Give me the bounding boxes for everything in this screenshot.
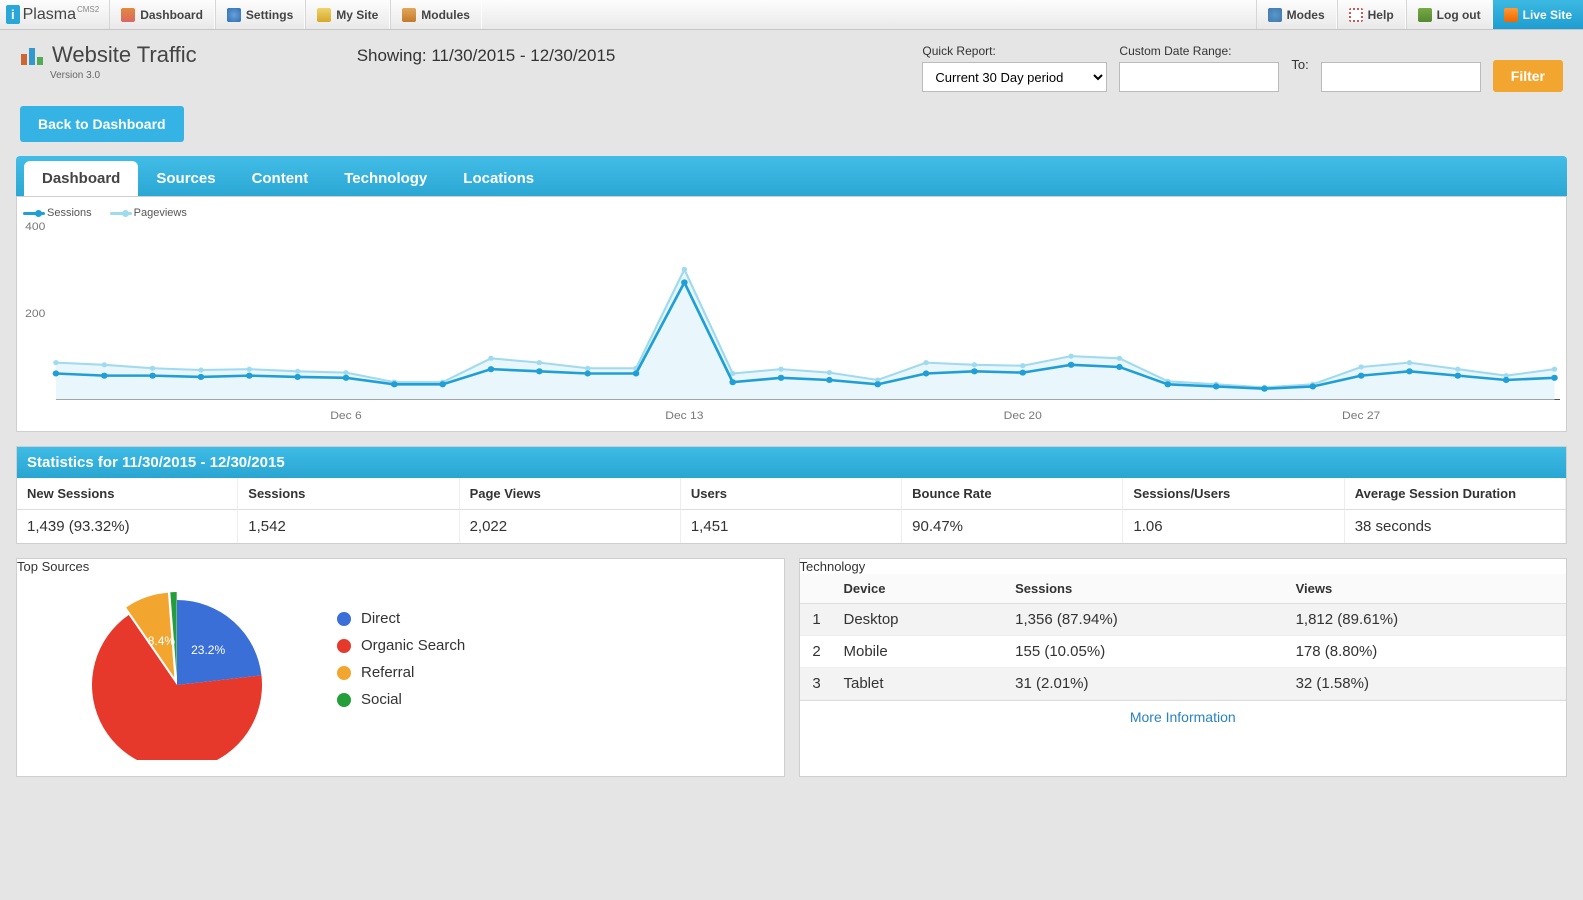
svg-text:200: 200 xyxy=(25,307,46,320)
barchart-icon xyxy=(20,44,44,66)
logout-icon xyxy=(1418,8,1432,22)
stats-header: Bounce Rate xyxy=(902,478,1123,510)
statistics-panel: Statistics for 11/30/2015 - 12/30/2015 N… xyxy=(16,446,1567,544)
stats-value: 38 seconds xyxy=(1345,510,1566,543)
help-icon xyxy=(1349,8,1363,22)
tab-technology[interactable]: Technology xyxy=(326,161,445,196)
brand-text: Plasma xyxy=(23,6,76,24)
modes-icon xyxy=(1268,8,1282,22)
pie-legend-social[interactable]: Social xyxy=(337,691,465,708)
table-row[interactable]: 2Mobile155 (10.05%)178 (8.80%) xyxy=(800,636,1567,668)
svg-text:Dec 6: Dec 6 xyxy=(330,409,362,422)
pencil-icon xyxy=(317,8,331,22)
stats-value: 1.06 xyxy=(1123,510,1344,543)
brand-logo[interactable]: i Plasma CMS2 xyxy=(0,0,109,29)
pie-legend: Direct Organic Search Referral Social xyxy=(307,590,465,760)
svg-text:8.4%: 8.4% xyxy=(148,634,176,648)
svg-text:23.2%: 23.2% xyxy=(191,643,225,657)
legend-pageviews[interactable]: Pageviews xyxy=(110,207,187,219)
technology-table: DeviceSessionsViews1Desktop1,356 (87.94%… xyxy=(800,574,1567,700)
sources-pie-chart: 23.2% 8.4% xyxy=(27,590,307,760)
table-row[interactable]: 1Desktop1,356 (87.94%)1,812 (89.61%) xyxy=(800,604,1567,636)
pie-legend-referral[interactable]: Referral xyxy=(337,664,465,681)
svg-text:400: 400 xyxy=(25,221,46,233)
page-title: Website Traffic xyxy=(52,42,197,68)
nav-my-site[interactable]: My Site xyxy=(305,0,390,29)
legend-sessions[interactable]: Sessions xyxy=(23,207,92,219)
nav-live-site[interactable]: Live Site xyxy=(1493,0,1583,29)
technology-title: Technology xyxy=(800,559,1567,574)
stats-value: 1,451 xyxy=(681,510,902,543)
top-sources-panel: Top Sources 23.2% 8.4% Direct Organic Sear… xyxy=(16,558,785,777)
version-label: Version 3.0 xyxy=(50,70,197,81)
date-from-input[interactable] xyxy=(1119,62,1279,92)
pie-legend-organic-search[interactable]: Organic Search xyxy=(337,637,465,654)
quick-report-select[interactable]: Current 30 Day period xyxy=(922,62,1107,92)
technology-panel: Technology DeviceSessionsViews1Desktop1,… xyxy=(799,558,1568,777)
statistics-table: New SessionsSessionsPage ViewsUsersBounc… xyxy=(17,478,1566,543)
table-row[interactable]: 3Tablet31 (2.01%)32 (1.58%) xyxy=(800,668,1567,700)
page-header: Website Traffic Version 3.0 Showing: 11/… xyxy=(0,30,1583,100)
stats-header: New Sessions xyxy=(17,478,238,510)
home-icon xyxy=(1504,8,1518,22)
tech-header: Views xyxy=(1286,574,1566,604)
gear-icon xyxy=(227,8,241,22)
nav-settings[interactable]: Settings xyxy=(215,0,305,29)
filter-button[interactable]: Filter xyxy=(1493,60,1563,92)
nav-help[interactable]: Help xyxy=(1337,0,1406,29)
stats-header: Average Session Duration xyxy=(1345,478,1566,510)
nav-dashboard[interactable]: Dashboard xyxy=(109,0,215,29)
tech-header: Sessions xyxy=(1005,574,1285,604)
stats-header: Sessions xyxy=(238,478,459,510)
stats-value: 2,022 xyxy=(460,510,681,543)
top-navbar: i Plasma CMS2 Dashboard Settings My Site… xyxy=(0,0,1583,30)
svg-text:Dec 27: Dec 27 xyxy=(1342,409,1380,422)
svg-text:Dec 13: Dec 13 xyxy=(665,409,703,422)
to-label: To: xyxy=(1291,57,1308,78)
traffic-chart-card: Sessions Pageviews 200 400 Dec 6 Dec 13 Dec 2… xyxy=(16,196,1567,432)
statistics-title: Statistics for 11/30/2015 - 12/30/2015 xyxy=(17,447,1566,478)
stats-value: 90.47% xyxy=(902,510,1123,543)
brand-sup: CMS2 xyxy=(77,5,99,14)
tech-header: Device xyxy=(834,574,1006,604)
tab-content[interactable]: Content xyxy=(234,161,327,196)
dashboard-icon xyxy=(121,8,135,22)
back-to-dashboard-button[interactable]: Back to Dashboard xyxy=(20,106,184,142)
tech-header xyxy=(800,574,834,604)
tab-locations[interactable]: Locations xyxy=(445,161,552,196)
stats-header: Sessions/Users xyxy=(1123,478,1344,510)
stats-header: Page Views xyxy=(460,478,681,510)
tab-sources[interactable]: Sources xyxy=(138,161,233,196)
custom-range-label: Custom Date Range: xyxy=(1119,44,1279,58)
nav-logout[interactable]: Log out xyxy=(1406,0,1493,29)
pie-legend-direct[interactable]: Direct xyxy=(337,610,465,627)
stats-header: Users xyxy=(681,478,902,510)
stats-value: 1,542 xyxy=(238,510,459,543)
nav-modules[interactable]: Modules xyxy=(390,0,482,29)
chart-legend: Sessions Pageviews xyxy=(17,197,1566,221)
more-information-link[interactable]: More Information xyxy=(800,700,1567,733)
traffic-line-chart: 200 400 Dec 6 Dec 13 Dec 20 Dec 27 xyxy=(23,221,1560,425)
quick-report-label: Quick Report: xyxy=(922,44,1107,58)
date-to-input[interactable] xyxy=(1321,62,1481,92)
top-sources-title: Top Sources xyxy=(17,559,784,574)
box-icon xyxy=(402,8,416,22)
nav-modes[interactable]: Modes xyxy=(1256,0,1337,29)
date-range-showing: Showing: 11/30/2015 - 12/30/2015 xyxy=(357,42,616,66)
tab-dashboard[interactable]: Dashboard xyxy=(24,161,138,196)
stats-value: 1,439 (93.32%) xyxy=(17,510,238,543)
dashboard-tabs: DashboardSourcesContentTechnologyLocatio… xyxy=(16,156,1567,196)
brand-icon: i xyxy=(6,5,20,24)
svg-text:Dec 20: Dec 20 xyxy=(1004,409,1043,422)
